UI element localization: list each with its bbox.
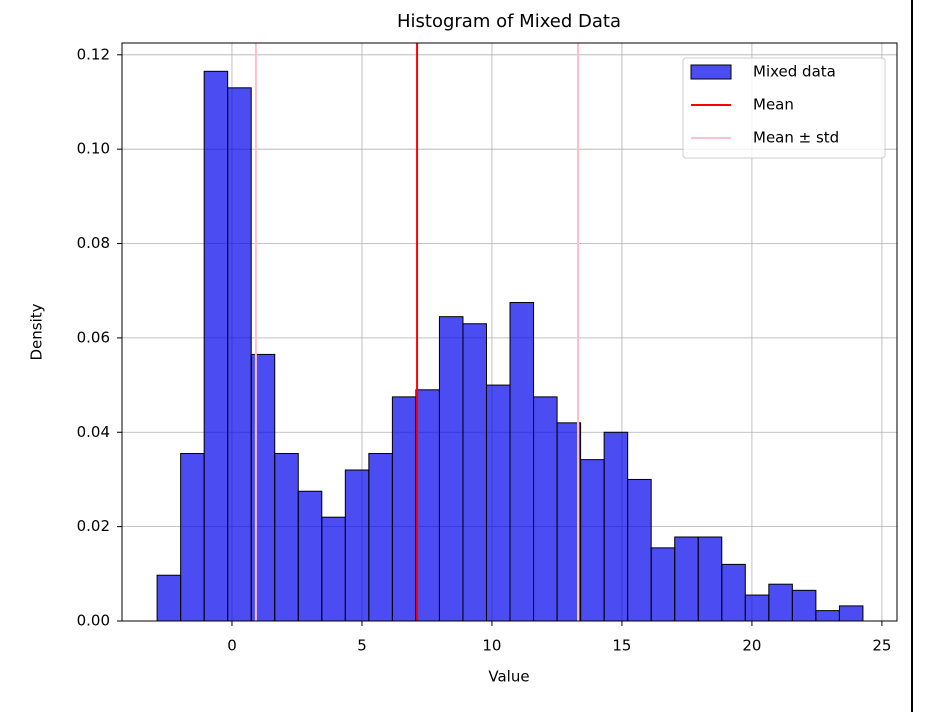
bar [203,70,229,622]
bar [415,389,440,622]
x-tick-label: 10 [482,637,501,655]
bar [838,605,864,622]
x-tick-label: 20 [742,637,761,655]
bar [580,459,605,622]
legend-label: Mixed data [753,63,836,81]
bar [768,583,793,622]
bar [674,536,699,622]
bar [509,302,535,622]
plot-frame [121,42,898,622]
bar [227,87,252,622]
bar [156,574,182,622]
x-axis-label: Value [488,668,529,686]
x-tick-label: 25 [872,637,891,655]
y-tick-label: 0.12 [77,45,110,63]
x-tick-label: 0 [227,637,237,655]
chart-title: Histogram of Mixed Data [397,11,621,32]
y-tick-label: 0.04 [77,423,110,441]
bar [791,589,817,622]
legend-label: Mean ± std [753,129,839,147]
y-tick-label: 0.06 [77,328,110,346]
x-tick-label: 5 [357,637,367,655]
bar [603,431,629,622]
legend-swatch [690,64,732,80]
bar [697,536,723,622]
bar [533,396,558,622]
bar [815,610,840,622]
bar [391,396,417,622]
bar [180,452,205,622]
y-tick-label: 0.08 [77,234,110,252]
bar [368,452,393,622]
bar [485,384,511,622]
bar [721,563,746,622]
bar [627,478,652,622]
bar [250,353,276,622]
bar [438,316,464,622]
y-tick-label: 0.10 [77,140,110,158]
y-tick-label: 0.02 [77,517,110,535]
bar [344,469,370,622]
bar [321,516,346,622]
y-tick-label: 0.00 [77,612,110,630]
legend-box [682,57,886,159]
bar [650,547,676,622]
x-tick-label: 15 [612,637,631,655]
y-axis-label: Density [28,303,46,360]
bar [274,452,299,622]
bar [462,323,487,622]
bar [744,594,770,622]
bar [297,490,323,622]
legend-label: Mean [753,96,794,114]
